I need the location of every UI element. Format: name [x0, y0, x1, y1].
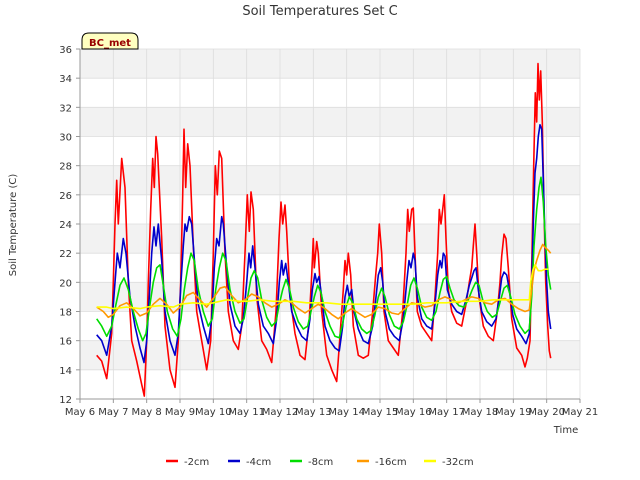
x-tick-label: May 8	[132, 407, 162, 418]
plot-band	[80, 49, 580, 79]
x-tick-label: May 9	[165, 407, 195, 418]
x-tick-label: May 10	[195, 407, 232, 418]
y-tick-label: 12	[59, 395, 72, 406]
y-tick-label: 24	[59, 220, 72, 231]
legend-label: -32cm	[442, 457, 474, 468]
y-tick-label: 32	[59, 103, 72, 114]
y-tick-label: 16	[59, 337, 72, 348]
y-tick-label: 18	[59, 308, 72, 319]
y-tick-label: 22	[59, 249, 72, 260]
series-line-32cmcm	[96, 264, 549, 310]
x-tick-label: May 20	[528, 407, 565, 418]
x-tick-label: May 19	[495, 407, 532, 418]
y-tick-label: 28	[59, 162, 72, 173]
legend-label: -16cm	[375, 457, 407, 468]
tick-labels: 12 14 16 18 20 22 24 26 28 30 32 34 36 May 6 May 7 May …	[59, 45, 598, 418]
x-tick-label: May 11	[228, 407, 265, 418]
x-tick-label: May 16	[395, 407, 432, 418]
x-tick-label: May 13	[295, 407, 332, 418]
y-axis-label: Soil Temperature (C)	[8, 174, 19, 277]
series-line-2cmcm	[96, 62, 552, 397]
x-tick-label: May 15	[362, 407, 399, 418]
x-axis-label: Time	[553, 425, 578, 436]
plot-band	[80, 224, 580, 254]
legend-label: -4cm	[246, 457, 271, 468]
y-tick-label: 14	[59, 366, 72, 377]
x-tick-label: May 6	[65, 407, 95, 418]
x-tick-label: May 21	[562, 407, 599, 418]
x-tick-label: May 17	[428, 407, 465, 418]
y-tick-label: 34	[59, 74, 72, 85]
series-line-16cmcm	[96, 243, 552, 320]
x-tick-label: May 7	[98, 407, 128, 418]
station-badge-box	[81, 32, 139, 50]
x-tick-label: May 14	[328, 407, 365, 418]
plot-band	[80, 165, 580, 195]
legend-label: -8cm	[308, 457, 333, 468]
x-tick-label: May 18	[462, 407, 499, 418]
legend: -2cm -4cm -8cm -16cm -32cm	[166, 457, 474, 468]
y-tick-label: 26	[59, 191, 72, 202]
series-layer	[96, 62, 552, 397]
y-tick-label: 36	[59, 45, 72, 56]
legend-label: -2cm	[184, 457, 209, 468]
y-tick-label: 30	[59, 133, 72, 144]
station-badge-label: BC_met	[89, 38, 131, 49]
y-tick-label: 20	[59, 278, 72, 289]
chart-title: Soil Temperatures Set C	[242, 4, 397, 19]
plot-band	[80, 107, 580, 137]
series-line-4cmcm	[96, 124, 552, 364]
station-badge: BC_met	[81, 32, 139, 50]
x-tick-label: May 12	[262, 407, 299, 418]
series-line-8cmcm	[96, 176, 552, 342]
